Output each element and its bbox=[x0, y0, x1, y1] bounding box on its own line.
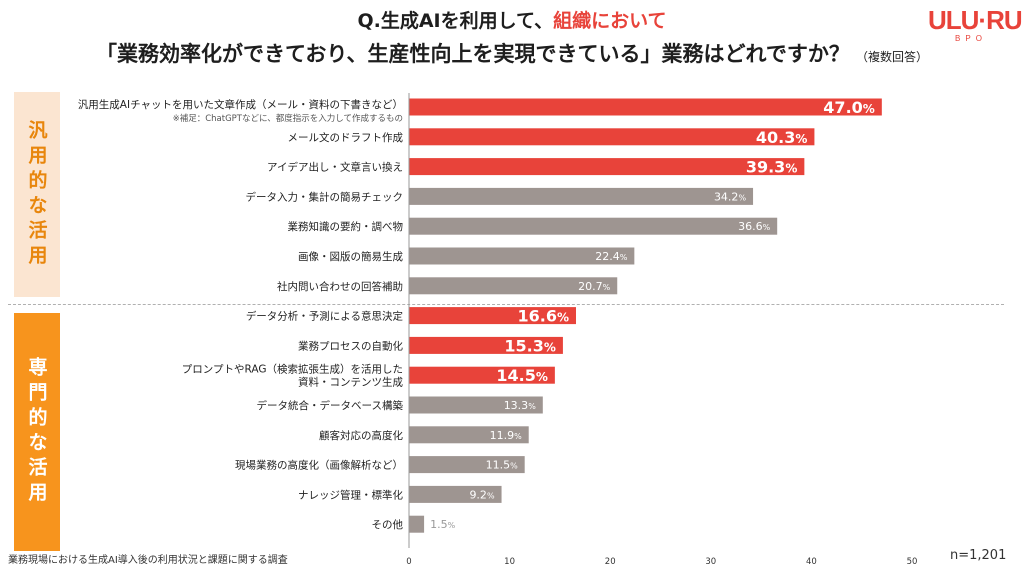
value-label-1: 40.3% bbox=[756, 128, 808, 147]
category-label-0: 汎用生成AIチャットを用いた文章作成（メール・資料の下書きなど） bbox=[78, 98, 403, 111]
x-tick-1: 10 bbox=[504, 557, 515, 567]
category-label-7: データ分析・予測による意思決定 bbox=[246, 310, 404, 323]
x-tick-3: 30 bbox=[705, 557, 716, 567]
group-specialized-use: 専門的な活用 bbox=[14, 313, 60, 551]
value-label-0: 47.0% bbox=[823, 98, 875, 117]
value-label-7: 16.6% bbox=[517, 307, 569, 326]
bar-12 bbox=[409, 456, 525, 474]
bar-10 bbox=[409, 396, 543, 414]
group-specialized-label: 専門的な活用 bbox=[25, 357, 48, 507]
category-label-9-line-0: プロンプトやRAG（検索拡張生成）を活用した bbox=[182, 363, 403, 376]
x-tick-0: 0 bbox=[406, 557, 411, 567]
value-label-6: 20.7% bbox=[578, 280, 611, 293]
category-label-13: ナレッジ管理・標準化 bbox=[298, 488, 403, 501]
x-tick-2: 20 bbox=[605, 557, 616, 567]
category-label-4: 業務知識の要約・調べ物 bbox=[288, 220, 404, 233]
value-label-14: 1.5% bbox=[430, 518, 456, 531]
bar-7 bbox=[409, 307, 576, 325]
category-label-11: 顧客対応の高度化 bbox=[319, 429, 403, 442]
logo-main-text: ULU·RU bbox=[928, 5, 1023, 35]
title-prefix: Q.生成AIを利用して、 bbox=[357, 10, 554, 32]
value-label-2: 39.3% bbox=[746, 158, 798, 177]
logo-sub-text: BPO bbox=[955, 34, 987, 43]
value-label-10: 13.3% bbox=[504, 399, 537, 412]
x-tick-5: 50 bbox=[907, 557, 918, 567]
group-general-use: 汎用的な活用 bbox=[14, 92, 60, 297]
bar-2 bbox=[409, 158, 805, 176]
title-question: 「業務効率化ができており、生産性向上を実現できている」業務はどれですか？ bbox=[96, 42, 850, 66]
bar-14 bbox=[409, 515, 425, 533]
value-label-3: 34.2% bbox=[714, 190, 747, 203]
bar-13 bbox=[409, 485, 502, 503]
category-label-2: アイデア出し・文章言い換え bbox=[267, 161, 403, 174]
category-label-14: その他 bbox=[372, 518, 404, 531]
chart-title-line1: Q.生成AIを利用して、組織において bbox=[0, 6, 1024, 33]
category-label-5: 画像・図版の簡易生成 bbox=[298, 250, 403, 263]
value-label-4: 36.6% bbox=[738, 220, 771, 233]
value-label-11: 11.9% bbox=[490, 429, 523, 442]
sample-size: n=1,201 bbox=[950, 548, 1007, 563]
category-label-6: 社内問い合わせの回答補助 bbox=[277, 280, 403, 293]
bar-1 bbox=[409, 128, 815, 146]
category-note: ※補足：ChatGPTなどに、都度指示を入力して作成するもの bbox=[173, 113, 403, 124]
bar-8 bbox=[409, 336, 563, 354]
bar-6 bbox=[409, 277, 618, 295]
bar-0 bbox=[409, 98, 882, 116]
value-label-9: 14.5% bbox=[496, 366, 548, 385]
bar-5 bbox=[409, 247, 635, 265]
value-label-5: 22.4% bbox=[595, 250, 628, 263]
category-label-8: 業務プロセスの自動化 bbox=[298, 339, 403, 352]
category-label-3: データ入力・集計の簡易チェック bbox=[246, 190, 404, 203]
bar-4 bbox=[409, 217, 778, 235]
x-tick-4: 40 bbox=[806, 557, 817, 567]
value-label-12: 11.5% bbox=[486, 459, 519, 472]
title-note: （複数回答） bbox=[855, 50, 928, 64]
bar-11 bbox=[409, 426, 529, 444]
group-general-label: 汎用的な活用 bbox=[25, 119, 48, 270]
category-label-1: メール文のドラフト作成 bbox=[288, 131, 404, 144]
category-label-10: データ統合・データベース構築 bbox=[257, 399, 404, 412]
category-label-12: 現場業務の高度化（画像解析など） bbox=[235, 459, 403, 472]
bar-9 bbox=[409, 366, 555, 384]
ulu-ru-logo: ULU·RU BPO bbox=[928, 5, 1023, 44]
bar-3 bbox=[409, 187, 754, 205]
title-highlight: 組織において bbox=[553, 10, 667, 32]
source-note: 業務現場における生成AI導入後の利用状況と課題に関する調査 bbox=[8, 555, 288, 566]
value-label-13: 9.2% bbox=[469, 488, 495, 501]
group-divider bbox=[8, 304, 1004, 305]
value-label-8: 15.3% bbox=[504, 336, 556, 355]
chart-title-line2: 「業務効率化ができており、生産性向上を実現できている」業務はどれですか？ （複数回… bbox=[0, 38, 1024, 68]
category-label-9-line-1: 資料・コンテンツ生成 bbox=[298, 376, 403, 389]
